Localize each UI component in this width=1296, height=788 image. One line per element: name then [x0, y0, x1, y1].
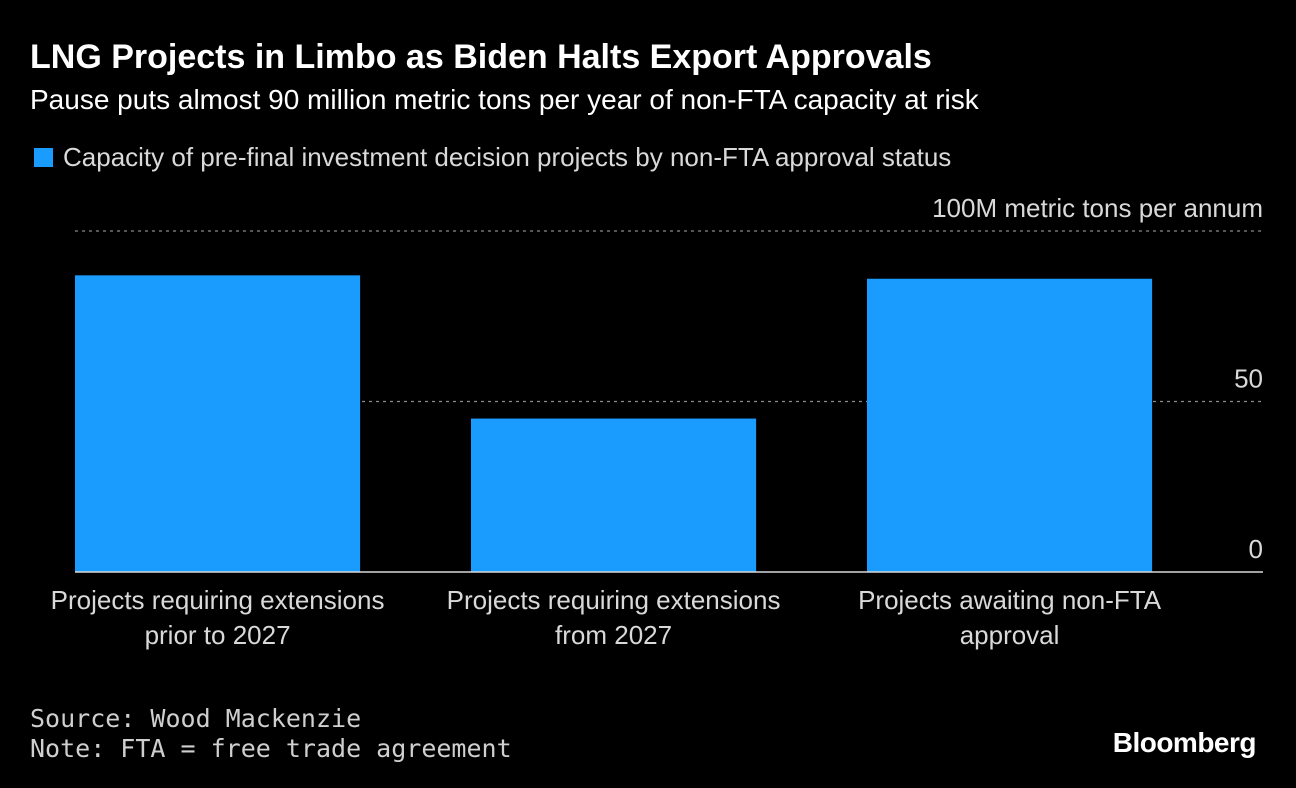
legend-label: Capacity of pre-final investment decisio… — [63, 142, 952, 172]
chart-subtitle: Pause puts almost 90 million metric tons… — [30, 84, 979, 115]
x-tick-label-1-line-2: prior to 2027 — [145, 620, 291, 650]
bar-3 — [867, 278, 1153, 572]
chart-title: LNG Projects in Limbo as Biden Halts Exp… — [30, 38, 932, 76]
legend: Capacity of pre-final investment decisio… — [34, 142, 951, 173]
x-tick-label-2-line-1: Projects requiring extensions — [447, 585, 781, 615]
bloomberg-logo: Bloomberg — [1112, 727, 1257, 758]
legend-swatch — [34, 148, 53, 167]
x-tick-label-1-line-1: Projects requiring extensions — [51, 585, 385, 615]
y-tick-label-100: 100M metric tons per annum — [932, 193, 1263, 223]
y-tick-label-50: 50 — [1234, 364, 1263, 394]
bar-2 — [471, 418, 757, 572]
x-tick-label-3-line-2: approval — [960, 620, 1060, 650]
footnote: Note: FTA = free trade agreement — [30, 734, 512, 763]
x-tick-label-3-line-1: Projects awaiting non-FTA — [858, 585, 1162, 615]
y-tick-label-0: 0 — [1249, 534, 1263, 564]
source-note: Source: Wood Mackenzie — [30, 704, 362, 733]
bar-1 — [75, 275, 361, 572]
x-tick-label-2-line-2: from 2027 — [555, 620, 672, 650]
